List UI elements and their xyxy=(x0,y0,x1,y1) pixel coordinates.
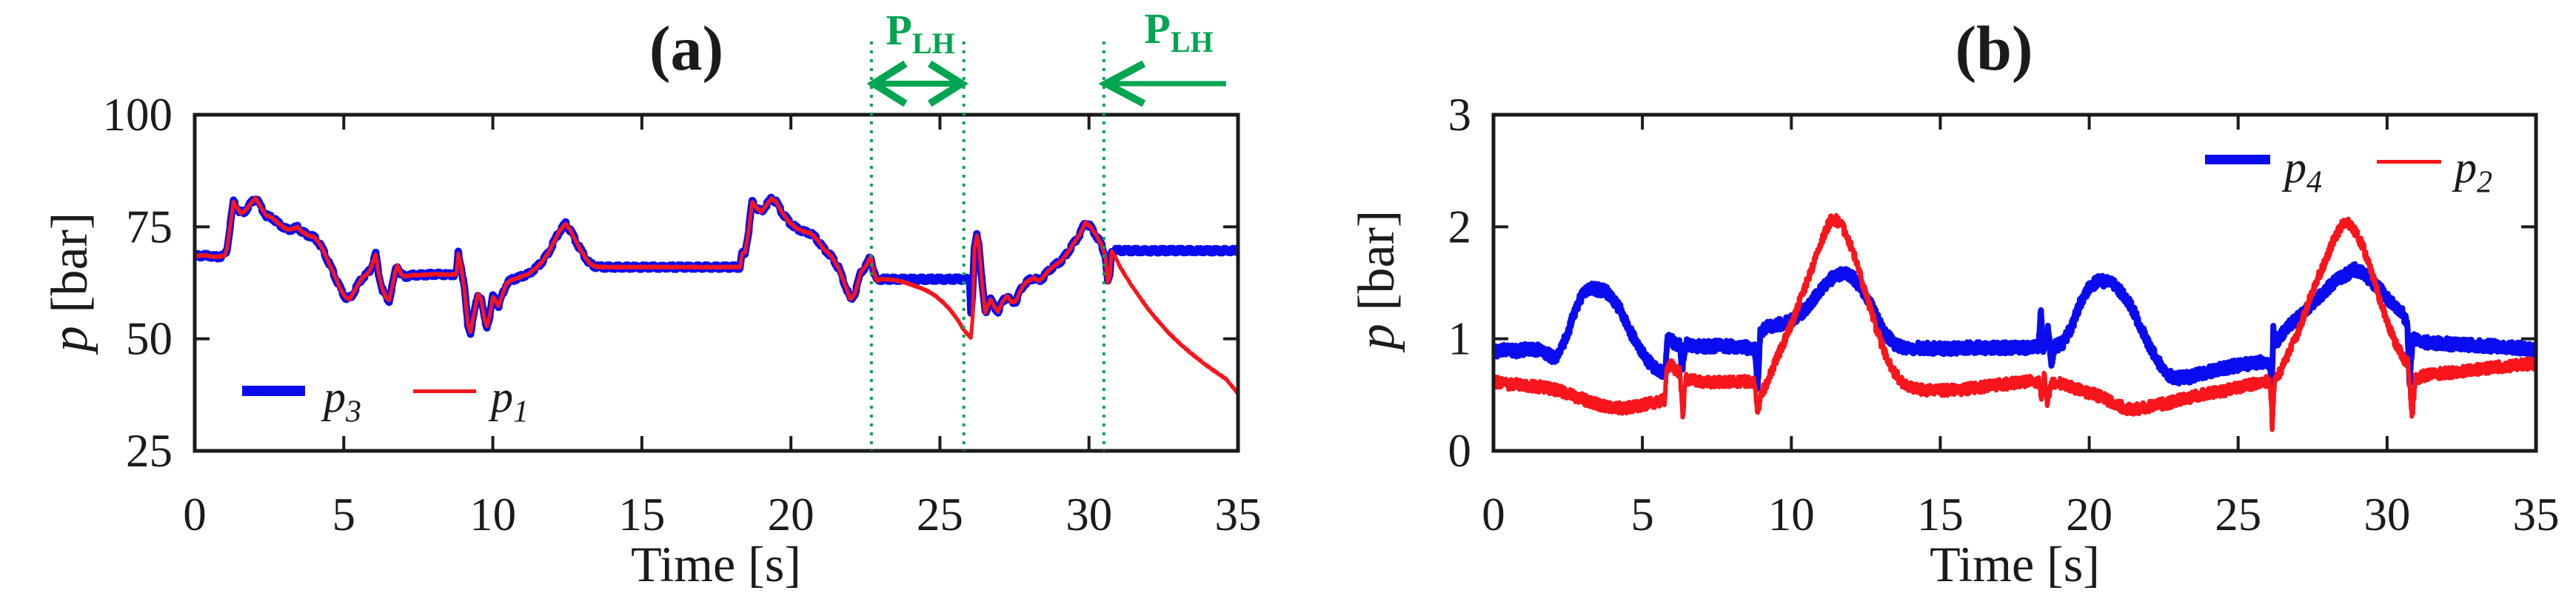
legend-p2-swatch xyxy=(2377,160,2441,164)
legend-p1-label: p1 xyxy=(491,372,529,427)
legend-p3-sub: 3 xyxy=(346,395,361,429)
legend-p3-swatch xyxy=(242,386,305,396)
panel-b-frame xyxy=(1491,113,2538,453)
x-tick-label: 5 xyxy=(332,489,356,540)
panel-b-y-axis-label: p [bar] xyxy=(1348,210,1405,350)
panel-b-series xyxy=(1493,212,2536,432)
plh-1-sub: LH xyxy=(911,27,955,60)
legend-p2-label: p2 xyxy=(2455,143,2492,198)
legend-p4-var: p xyxy=(2284,143,2306,192)
y-tick-label: 0 xyxy=(1448,425,1472,477)
x-tick-label: 0 xyxy=(183,489,207,540)
x-tick-label: 0 xyxy=(1482,489,1505,540)
series-p4-line xyxy=(1493,261,2536,397)
plh-2-main: P xyxy=(1144,4,1171,53)
x-tick-label: 15 xyxy=(618,489,665,540)
panel-a-title: (a) xyxy=(649,13,724,84)
y-tick-label: 3 xyxy=(1448,89,1472,141)
x-tick-label: 5 xyxy=(1630,489,1654,540)
x-tick-label: 35 xyxy=(1215,489,1262,540)
series-p2-line xyxy=(1493,212,2536,432)
plh-1-main: P xyxy=(886,6,912,54)
legend-p1-var: p xyxy=(491,372,513,421)
x-tick-label: 35 xyxy=(2513,489,2560,540)
panel-a-y-axis-unit: [bar] xyxy=(41,212,98,326)
legend-p3-label: p3 xyxy=(324,372,361,427)
panel-b-x-axis-label: Time [s] xyxy=(1930,536,2100,592)
plh-annotation-2-label: PLH xyxy=(1144,4,1213,57)
legend-p2-sub: 2 xyxy=(2477,165,2492,200)
plh-annotation-1-label: PLH xyxy=(886,6,954,58)
legend-p1-sub: 1 xyxy=(513,395,529,429)
x-tick-label: 15 xyxy=(1917,489,1964,540)
y-tick-label: 50 xyxy=(126,313,173,365)
legend-p3-var: p xyxy=(324,372,346,421)
panel-a-x-axis-label: Time [s] xyxy=(631,536,801,592)
y-tick-label: 1 xyxy=(1448,313,1472,365)
x-tick-label: 25 xyxy=(2215,489,2261,540)
y-tick-label: 25 xyxy=(126,425,173,477)
y-tick-label: 100 xyxy=(103,89,173,141)
panel-a-y-axis-variable: p xyxy=(41,326,98,352)
x-tick-label: 20 xyxy=(2066,489,2112,540)
plh-2-sub: LH xyxy=(1170,25,1214,58)
legend-p1-swatch xyxy=(413,389,476,393)
panel-a-series xyxy=(195,193,1238,395)
legend-p2-var: p xyxy=(2455,143,2477,192)
series-p1-line xyxy=(195,195,1238,395)
x-tick-label: 30 xyxy=(1065,489,1112,540)
panel-b-title: (b) xyxy=(1955,13,2033,84)
plh-single-arrow-head xyxy=(1098,60,1146,107)
plh-annotations xyxy=(866,41,1226,451)
y-tick-label: 75 xyxy=(126,201,173,252)
x-tick-label: 10 xyxy=(469,489,516,540)
x-tick-label: 30 xyxy=(2363,489,2410,540)
x-tick-label: 10 xyxy=(1768,489,1815,540)
y-tick-label: 2 xyxy=(1448,201,1472,252)
plh-double-arrow-left-head xyxy=(866,60,908,107)
x-tick-label: 20 xyxy=(768,489,814,540)
panel-b-y-axis-unit: [bar] xyxy=(1348,210,1405,324)
legend-p4-label: p4 xyxy=(2284,143,2322,198)
panel-a-y-axis-label: p [bar] xyxy=(41,212,98,352)
panel-a-frame xyxy=(193,113,1240,453)
plh-double-arrow-right-head xyxy=(927,60,969,107)
panel-b-y-axis-variable: p xyxy=(1348,324,1405,350)
x-tick-label: 25 xyxy=(917,489,963,540)
legend-p4-swatch xyxy=(2205,155,2270,164)
legend-p4-sub: 4 xyxy=(2306,165,2322,200)
